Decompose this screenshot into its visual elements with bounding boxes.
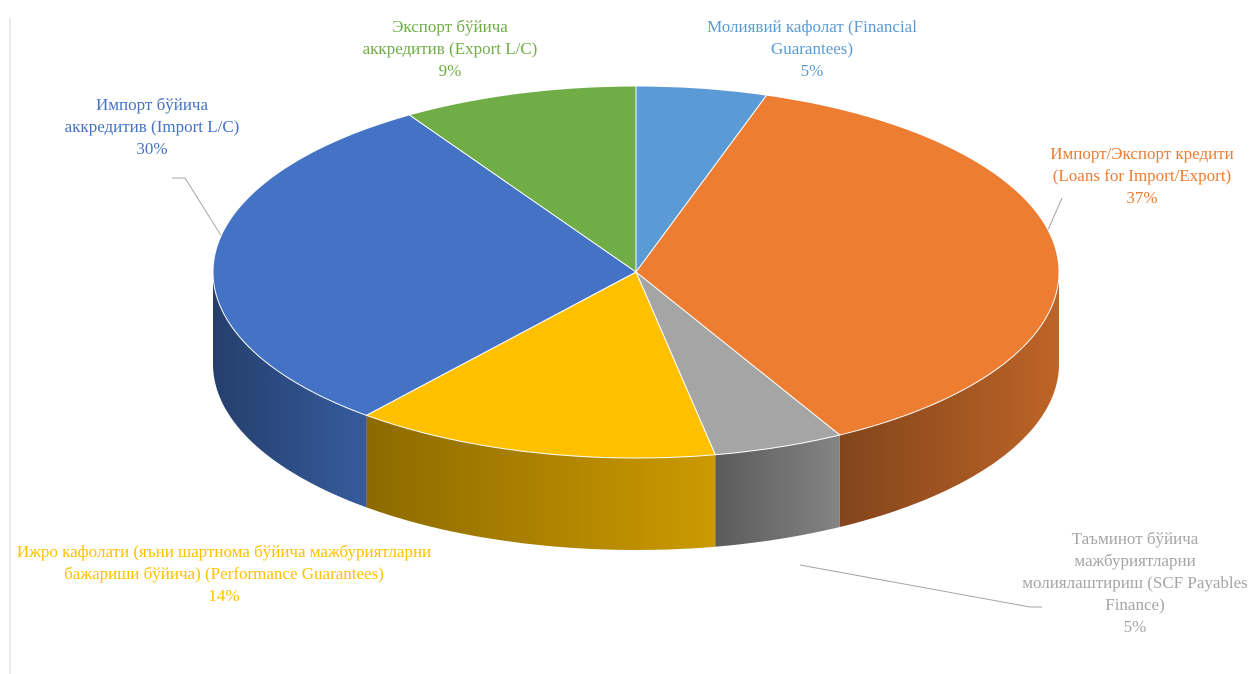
leader-line xyxy=(799,564,1042,608)
value-label: 37% xyxy=(1126,188,1158,207)
pie-slice xyxy=(635,85,768,274)
data-label: Молиявий кафолат (Financial Guarantees) 5… xyxy=(687,16,937,82)
category-label: Экспорт бўйича аккредитив (Export L/C) xyxy=(362,17,538,58)
data-label: Экспорт бўйича аккредитив (Export L/C) 9% xyxy=(360,16,540,82)
category-label: Молиявий кафолат (Financial Guarantees) xyxy=(707,17,917,58)
value-label: 9% xyxy=(438,61,462,80)
category-label: Таъминот бўйича мажбуриятларни молиялашт… xyxy=(1022,529,1248,614)
leader-line xyxy=(172,177,223,238)
value-label: 5% xyxy=(800,61,824,80)
pie-slice xyxy=(635,271,841,456)
side-walls xyxy=(213,272,1059,550)
data-label: Таъминот бўйича мажбуриятларни молиялашт… xyxy=(1020,528,1250,638)
pie-slice xyxy=(408,85,637,273)
category-label: Импорт/Экспорт кредити (Loans for Import… xyxy=(1050,144,1234,185)
data-label: Импорт бўйича аккредитив (Import L/C) 30% xyxy=(57,94,247,160)
leader-line xyxy=(1047,197,1063,231)
top-faces xyxy=(212,85,1060,459)
category-label: Импорт бўйича аккредитив (Import L/C) xyxy=(64,95,240,136)
value-label: 14% xyxy=(208,586,240,605)
data-label: Импорт/Экспорт кредити (Loans for Import… xyxy=(1042,143,1242,209)
pie-side xyxy=(715,434,840,547)
data-label: Ижро кафолати (яъни шартнома бўйича мажб… xyxy=(9,541,439,607)
pie-side xyxy=(213,272,367,508)
pie-slice xyxy=(365,271,716,459)
category-label: Ижро кафолати (яъни шартнома бўйича мажб… xyxy=(16,542,432,583)
pie-slice xyxy=(635,94,1060,436)
pie-side xyxy=(366,415,716,550)
value-label: 30% xyxy=(136,139,168,158)
value-label: 5% xyxy=(1123,617,1147,636)
pie-slice xyxy=(212,114,637,416)
pie-side xyxy=(839,272,1059,527)
